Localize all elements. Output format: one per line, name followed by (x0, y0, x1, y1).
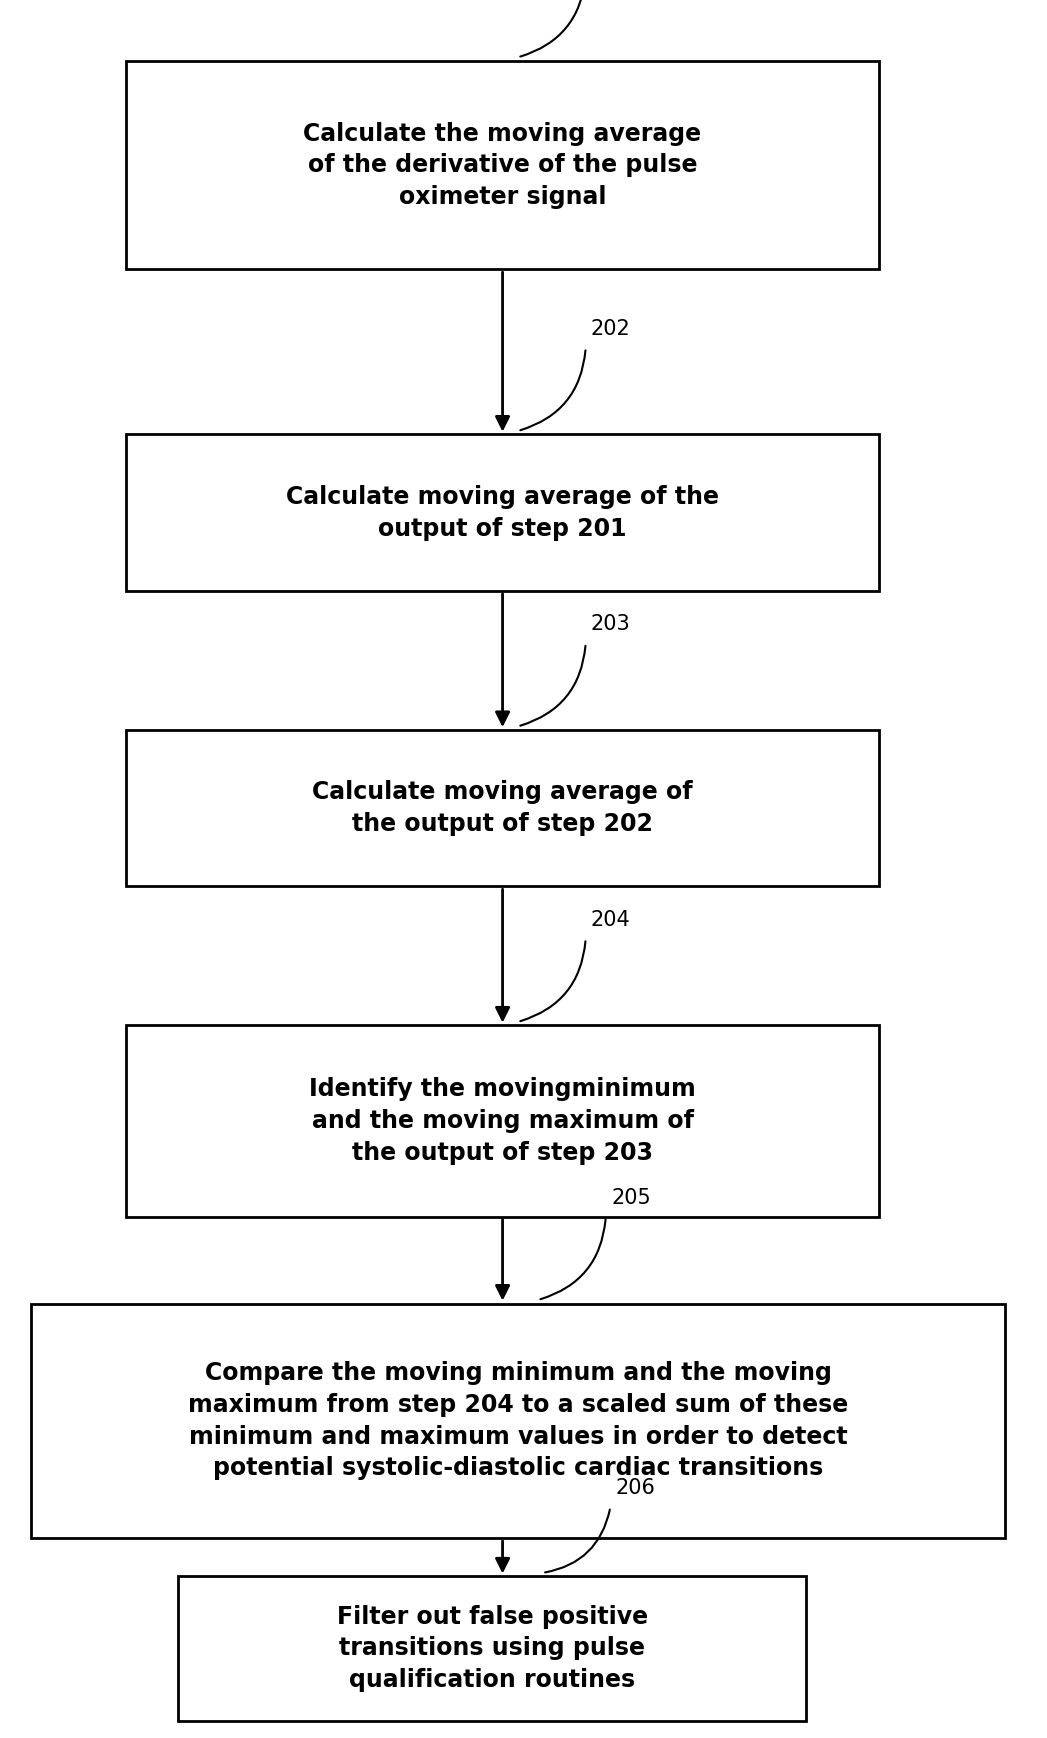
Bar (126, 730, 879, 886)
Text: 205: 205 (611, 1187, 651, 1208)
Text: 204: 204 (591, 909, 630, 930)
Text: 202: 202 (591, 318, 630, 339)
Text: 203: 203 (591, 614, 630, 634)
Text: Identify the movingminimum
and the moving maximum of
the output of step 203: Identify the movingminimum and the movin… (309, 1078, 696, 1164)
Text: 206: 206 (616, 1477, 655, 1498)
Bar (126, 434, 879, 591)
Text: Calculate moving average of the
output of step 201: Calculate moving average of the output o… (286, 485, 719, 541)
Text: Calculate moving average of
the output of step 202: Calculate moving average of the output o… (312, 780, 693, 836)
Bar (126, 61, 879, 269)
Bar (126, 1025, 879, 1217)
Bar (178, 1576, 806, 1721)
Bar (31, 1304, 1005, 1538)
Text: Compare the moving minimum and the moving
maximum from step 204 to a scaled sum : Compare the moving minimum and the movin… (188, 1361, 848, 1481)
Text: Calculate the moving average
of the derivative of the pulse
oximeter signal: Calculate the moving average of the deri… (304, 122, 701, 209)
Text: Filter out false positive
transitions using pulse
qualification routines: Filter out false positive transitions us… (336, 1604, 648, 1693)
